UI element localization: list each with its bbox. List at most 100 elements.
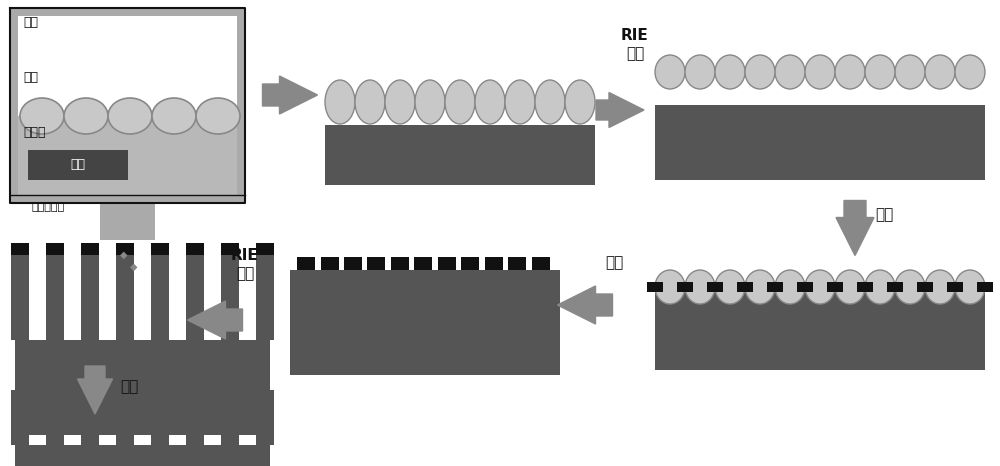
Bar — [857, 282, 873, 292]
Bar — [151, 255, 169, 340]
Bar — [100, 195, 155, 240]
Bar — [977, 282, 993, 292]
Ellipse shape — [955, 55, 985, 89]
Bar — [15, 445, 270, 466]
Bar — [256, 390, 274, 445]
Ellipse shape — [775, 270, 805, 304]
Polygon shape — [262, 76, 318, 114]
Ellipse shape — [895, 270, 925, 304]
Bar — [297, 257, 315, 270]
Bar — [485, 257, 503, 270]
Bar — [81, 390, 99, 445]
Bar — [917, 282, 933, 292]
Ellipse shape — [775, 55, 805, 89]
Ellipse shape — [20, 98, 64, 134]
Bar — [151, 390, 169, 445]
Ellipse shape — [745, 270, 775, 304]
Ellipse shape — [64, 98, 108, 134]
Ellipse shape — [835, 270, 865, 304]
Ellipse shape — [865, 55, 895, 89]
Bar — [344, 257, 362, 270]
Ellipse shape — [196, 98, 240, 134]
Ellipse shape — [805, 55, 835, 89]
Bar — [186, 255, 204, 340]
Text: 基片: 基片 — [70, 158, 86, 171]
Text: 去铬: 去铬 — [120, 379, 138, 395]
Polygon shape — [78, 366, 112, 414]
Ellipse shape — [535, 80, 565, 124]
Bar — [151, 243, 169, 255]
Text: ◆: ◆ — [120, 250, 127, 260]
Text: 微球: 微球 — [23, 71, 38, 84]
Bar — [325, 125, 595, 185]
Polygon shape — [188, 301, 242, 339]
Polygon shape — [836, 200, 874, 255]
Ellipse shape — [445, 80, 475, 124]
Bar — [655, 292, 985, 370]
Bar — [116, 243, 134, 255]
Bar — [647, 282, 663, 292]
Bar — [81, 243, 99, 255]
Bar — [155, 195, 237, 203]
Text: 镀铬: 镀铬 — [875, 207, 893, 222]
Ellipse shape — [385, 80, 415, 124]
Bar — [46, 390, 64, 445]
Ellipse shape — [745, 55, 775, 89]
Bar — [18, 16, 237, 116]
Text: ◆: ◆ — [130, 262, 137, 272]
Ellipse shape — [925, 270, 955, 304]
Ellipse shape — [415, 80, 445, 124]
Bar — [46, 255, 64, 340]
Bar — [116, 255, 134, 340]
Bar — [367, 257, 385, 270]
Bar — [11, 390, 29, 445]
Ellipse shape — [895, 55, 925, 89]
Bar — [256, 243, 274, 255]
Bar — [532, 257, 550, 270]
Ellipse shape — [108, 98, 152, 134]
Bar — [221, 243, 239, 255]
Bar — [237, 8, 245, 203]
Ellipse shape — [715, 270, 745, 304]
Bar — [221, 255, 239, 340]
Bar — [10, 8, 18, 203]
Bar — [256, 255, 274, 340]
Ellipse shape — [955, 270, 985, 304]
Bar — [221, 390, 239, 445]
Ellipse shape — [565, 80, 595, 124]
Text: RIE
刻蚀: RIE 刻蚀 — [231, 248, 259, 281]
Bar — [461, 257, 479, 270]
Bar — [28, 150, 128, 180]
Bar — [11, 243, 29, 255]
Ellipse shape — [505, 80, 535, 124]
Polygon shape — [558, 286, 612, 324]
Text: RIE
刻蚀: RIE 刻蚀 — [621, 28, 649, 62]
Bar — [46, 243, 64, 255]
Bar — [827, 282, 843, 292]
Bar — [414, 257, 432, 270]
Bar — [391, 257, 409, 270]
Bar — [18, 116, 237, 195]
Ellipse shape — [925, 55, 955, 89]
Bar — [655, 105, 985, 180]
Bar — [18, 195, 100, 203]
Ellipse shape — [685, 270, 715, 304]
Bar — [767, 282, 783, 292]
Ellipse shape — [835, 55, 865, 89]
Bar — [186, 243, 204, 255]
Text: 去球: 去球 — [605, 255, 623, 270]
Text: 可控放水口: 可控放水口 — [32, 202, 65, 212]
Bar — [707, 282, 723, 292]
Ellipse shape — [715, 55, 745, 89]
Bar — [947, 282, 963, 292]
Bar — [508, 257, 526, 270]
Bar — [887, 282, 903, 292]
Ellipse shape — [152, 98, 196, 134]
Text: 水溶液: 水溶液 — [23, 126, 46, 139]
Text: 空气: 空气 — [23, 16, 38, 29]
Ellipse shape — [325, 80, 355, 124]
Ellipse shape — [805, 270, 835, 304]
Bar — [186, 390, 204, 445]
Bar — [290, 270, 560, 375]
Bar — [10, 8, 245, 16]
